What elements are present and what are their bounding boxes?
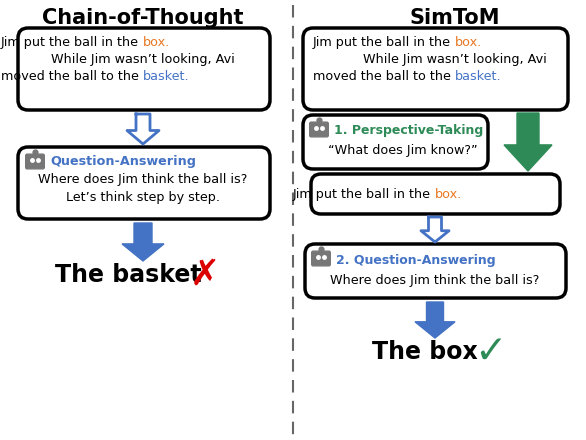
Text: Question-Answering: Question-Answering — [50, 154, 196, 168]
FancyBboxPatch shape — [309, 122, 328, 137]
Polygon shape — [415, 302, 455, 338]
Text: Jim put the ball in the: Jim put the ball in the — [313, 36, 455, 48]
Text: 2. Question-Answering: 2. Question-Answering — [336, 253, 496, 267]
Text: The basket: The basket — [54, 263, 202, 287]
FancyBboxPatch shape — [312, 251, 331, 266]
Text: The box: The box — [372, 340, 478, 364]
Text: While Jim wasn’t looking, Avi: While Jim wasn’t looking, Avi — [363, 52, 547, 66]
Text: Where does Jim think the ball is?: Where does Jim think the ball is? — [38, 172, 248, 186]
FancyBboxPatch shape — [311, 174, 560, 214]
Text: “What does Jim know?”: “What does Jim know?” — [328, 143, 478, 157]
Text: Chain-of-Thought: Chain-of-Thought — [42, 8, 244, 28]
Text: box.: box. — [435, 187, 462, 201]
Text: Let’s think step by step.: Let’s think step by step. — [66, 191, 220, 203]
Text: box.: box. — [143, 36, 171, 48]
FancyBboxPatch shape — [305, 244, 566, 298]
FancyBboxPatch shape — [18, 147, 270, 219]
Text: basket.: basket. — [143, 70, 190, 83]
Text: moved the ball to the: moved the ball to the — [313, 70, 455, 83]
Text: box.: box. — [455, 36, 482, 48]
Text: While Jim wasn’t looking, Avi: While Jim wasn’t looking, Avi — [51, 52, 235, 66]
FancyBboxPatch shape — [303, 115, 488, 169]
FancyBboxPatch shape — [18, 28, 270, 110]
Text: basket.: basket. — [455, 70, 502, 83]
Polygon shape — [127, 114, 159, 144]
Text: SimToM: SimToM — [410, 8, 500, 28]
FancyBboxPatch shape — [303, 28, 568, 110]
Text: 1. Perspective-Taking: 1. Perspective-Taking — [334, 124, 483, 136]
Text: Jim put the ball in the: Jim put the ball in the — [1, 36, 143, 48]
Text: Jim put the ball in the: Jim put the ball in the — [293, 187, 435, 201]
Text: ✗: ✗ — [190, 258, 220, 292]
FancyBboxPatch shape — [26, 154, 45, 169]
Polygon shape — [421, 217, 449, 242]
Text: Where does Jim think the ball is?: Where does Jim think the ball is? — [331, 274, 540, 286]
Polygon shape — [122, 223, 164, 261]
Text: moved the ball to the: moved the ball to the — [1, 70, 143, 83]
Polygon shape — [504, 113, 552, 171]
Text: ✓: ✓ — [473, 333, 506, 371]
